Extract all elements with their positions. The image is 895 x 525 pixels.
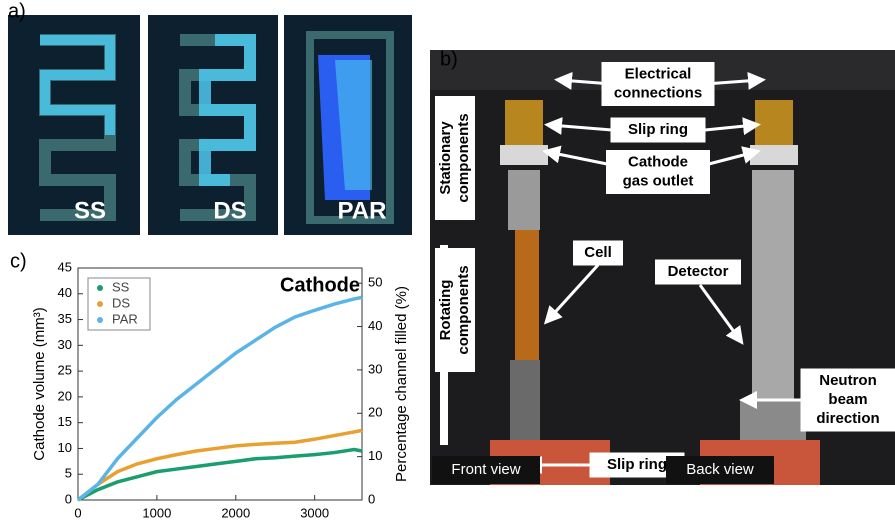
legend-marker [97,317,103,323]
callout-text: Neutron [819,372,877,389]
callout-text: Slip ring [607,456,667,473]
callout-text: Cell [584,244,612,261]
x-tick-label: 1000 [142,505,171,520]
callout-text: Electrical [625,65,692,82]
y-tick-label: 5 [65,466,72,481]
legend-marker [97,301,103,307]
side-label-text: Stationary [437,121,454,195]
panel-label: a) [8,0,26,22]
legend-marker [97,285,103,291]
side-label-text: Rotating [437,280,454,341]
y2-tick-label: 50 [368,275,382,290]
y-tick-label: 25 [58,363,72,378]
image-label: SS [74,197,106,224]
y-tick-label: 40 [58,285,72,300]
callout-text: direction [816,410,879,427]
y-tick-label: 35 [58,311,72,326]
y2-tick-label: 40 [368,318,382,333]
legend-label: DS [112,295,130,310]
annotation: Cathode [280,274,360,296]
legend-label: PAR [112,311,138,326]
y-axis-label: Cathode volume (mm³) [31,307,48,460]
x-tick-label: 3000 [300,505,329,520]
y-tick-label: 15 [58,414,72,429]
legend-label: SS [112,279,130,294]
image-label: DS [213,197,246,224]
y-tick-label: 0 [65,491,72,506]
y-tick-label: 30 [58,337,72,352]
y2-tick-label: 20 [368,405,382,420]
panel-label: c) [10,250,27,272]
side-label-text: components [455,265,472,354]
callout-text: Detector [668,263,729,280]
series-line [78,430,362,500]
y2-axis-label: Percentage channel filled (%) [393,286,410,482]
y2-tick-label: 0 [368,491,375,506]
image-label: PAR [338,197,387,224]
callout-text: Slip ring [628,121,688,138]
y-tick-label: 45 [58,259,72,274]
side-label-text: components [455,113,472,202]
y-tick-label: 20 [58,388,72,403]
y-tick-label: 10 [58,440,72,455]
x-tick-label: 0 [74,505,81,520]
y2-tick-label: 30 [368,361,382,376]
x-tick-label: 2000 [221,505,250,520]
panel-label: b) [440,48,458,70]
callout-text: connections [614,84,702,101]
callout-text: beam [828,391,867,408]
view-label: Back view [686,461,754,478]
view-label: Front view [451,461,520,478]
figure: a) SS DS PAR b) c) Cathode Cathode volum… [0,0,895,525]
callout-text: gas outlet [623,172,694,189]
y2-tick-label: 10 [368,448,382,463]
callout-text: Cathode [628,153,688,170]
